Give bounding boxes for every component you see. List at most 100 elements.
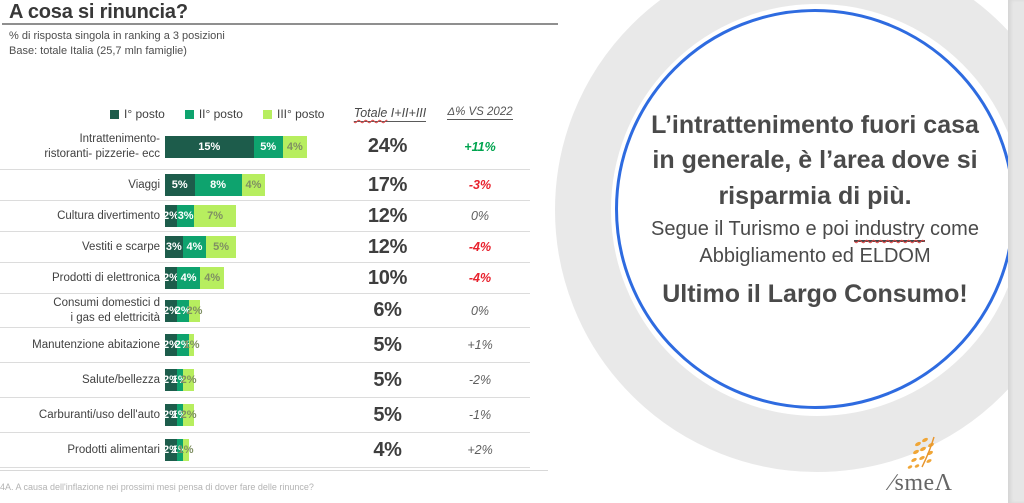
legend-label-second: II° posto	[198, 107, 243, 121]
table-row: Vestiti e scarpe 3% 4% 5% 12% -4%	[0, 232, 530, 263]
bar-segment-value: 1%	[177, 444, 194, 456]
bar-segment-value: 2%	[180, 374, 197, 386]
legend-swatch-second-icon	[184, 109, 194, 119]
row-delta-vs-2022: -4%	[468, 271, 492, 285]
row-delta-vs-2022: -2%	[468, 373, 492, 387]
bar-segment: 2%	[180, 369, 197, 391]
bar-segment: 2%	[175, 334, 191, 356]
bar-segment-value: 2%	[162, 210, 179, 222]
bar-segment-value: 4%	[286, 140, 303, 153]
row-label: Consumi domestici d i gas ed elettricità	[53, 296, 160, 324]
row-label: Viaggi	[128, 178, 160, 191]
row-total: 17%	[367, 173, 408, 196]
bar-segment: 1%	[184, 334, 200, 356]
bar-segment: 4%	[200, 267, 224, 289]
row-total: 10%	[367, 266, 408, 289]
ismea-logo: ∕smeΛ	[882, 434, 982, 496]
bar-segment: 2%	[174, 299, 191, 322]
bar-segment-value: 1%	[183, 339, 200, 351]
row-total: 12%	[367, 235, 408, 258]
legend-label-third: III° posto	[276, 107, 325, 121]
column-header-total: Totale I+II+III	[335, 106, 445, 122]
stacked-bar: 2% 3% 7%	[160, 205, 345, 227]
bar-segment-value: 8%	[210, 179, 227, 191]
table-row: Intrattenimento- ristoranti- pizzerie- e…	[0, 124, 530, 170]
bar-segment: 5%	[165, 174, 195, 196]
row-total: 5%	[373, 333, 402, 356]
row-total: 24%	[367, 135, 408, 157]
callout-body: Segue il Turismo e poi industry come Abb…	[640, 216, 990, 270]
bar-segment: 1%	[178, 439, 194, 461]
bar-segment-value: 4%	[180, 272, 197, 284]
row-label: Manutenzione abitazione	[32, 338, 160, 351]
callout-body-post: come Abbigliamento ed ELDOM	[699, 218, 979, 267]
bar-segment: 4%	[283, 135, 307, 158]
bar-segment-value: 2%	[162, 444, 179, 456]
stacked-bar: 2% 2% 2%	[160, 299, 345, 322]
legend-item-second: II° posto	[184, 107, 243, 121]
legend-swatch-first-icon	[110, 109, 119, 119]
table-row: Prodotti alimentari 2% 1% 1% 4% +2%	[0, 433, 530, 468]
bar-segment-value: 2%	[180, 409, 197, 421]
legend-item-first: I° posto	[110, 107, 165, 121]
bar-segment: 2%	[162, 439, 179, 461]
bar-segment-value: 4%	[186, 241, 203, 253]
footer-divider	[0, 470, 548, 471]
row-delta-vs-2022: 0%	[470, 303, 490, 318]
row-label: Intrattenimento- ristoranti- pizzerie- e…	[44, 132, 160, 160]
callout-emphasis: Ultimo il Largo Consumo!	[662, 280, 968, 308]
callout-headline: L’intrattenimento fuori casa in generale…	[651, 110, 979, 210]
row-delta-vs-2022: +11%	[464, 139, 496, 154]
bar-segment: 15%	[165, 135, 254, 158]
bar-segment: 2%	[187, 299, 202, 322]
bar-segment-value: 2%	[162, 374, 179, 386]
row-label: Vestiti e scarpe	[82, 240, 160, 253]
legend-item-third: III° posto	[262, 107, 325, 121]
column-header-delta-text: Δ% VS 2022	[447, 106, 513, 120]
row-label: Cultura divertimento	[57, 209, 160, 222]
ismea-logo-text: ∕smeΛ	[885, 470, 953, 496]
row-delta-vs-2022: +2%	[467, 443, 493, 457]
bar-segment: 3%	[165, 236, 183, 258]
bar-segment: 4%	[176, 267, 201, 289]
column-header-total-rest: I+II+III	[387, 106, 427, 120]
row-label: Carburanti/uso dell'auto	[38, 408, 160, 421]
table-row: Manutenzione abitazione 2% 2% 1% 5% +1%	[0, 328, 530, 363]
bar-segment-value: 5%	[260, 140, 277, 153]
legend-label-first: I° posto	[124, 107, 165, 121]
bar-segment: 2%	[162, 267, 179, 289]
bar-segment: 2%	[180, 404, 197, 426]
legend-swatch-third-icon	[262, 109, 272, 119]
stacked-bar: 2% 1% 2%	[160, 404, 345, 426]
stacked-bar: 15% 5% 4%	[160, 135, 345, 158]
column-header-total-word: Totale	[353, 106, 388, 120]
title-underline	[2, 23, 558, 25]
bar-segment-value: 3%	[177, 210, 194, 222]
callout-circle: L’intrattenimento fuori casa in generale…	[615, 9, 1015, 409]
ranking-table: Intrattenimento- ristoranti- pizzerie- e…	[0, 124, 530, 468]
bar-segment-value: 2%	[162, 304, 179, 317]
bar-segment-value: 2%	[162, 272, 179, 284]
row-delta-vs-2022: +1%	[467, 338, 493, 352]
row-total: 5%	[373, 403, 402, 426]
subtitle-line2: Base: totale Italia (25,7 mln famiglie)	[9, 45, 187, 57]
bar-segment-value: 7%	[207, 210, 224, 222]
bar-segment-value: 15%	[198, 140, 221, 153]
bar-segment: 2%	[163, 334, 179, 356]
bar-segment: 4%	[182, 236, 207, 258]
footnote: 4A. A causa dell'inflazione nei prossimi…	[0, 482, 314, 492]
bar-segment: 2%	[162, 205, 179, 227]
callout-body-pre: Segue il Turismo e poi	[651, 218, 855, 240]
bar-segment-value: 2%	[162, 409, 179, 421]
callout-body-underlined-word: industry	[854, 218, 925, 242]
bar-segment-value: 2%	[174, 304, 191, 317]
stacked-bar: 2% 1% 1%	[160, 439, 345, 461]
stacked-bar: 5% 8% 4%	[160, 174, 345, 196]
ismea-logo-graphic: ∕smeΛ	[885, 436, 953, 496]
row-label: Salute/bellezza	[82, 373, 160, 386]
bar-segment: 8%	[194, 174, 242, 196]
table-row: Carburanti/uso dell'auto 2% 1% 2% 5% -1%	[0, 398, 530, 433]
row-delta-vs-2022: -1%	[468, 408, 492, 422]
row-label: Prodotti alimentari	[67, 443, 160, 456]
bar-segment-value: 5%	[213, 241, 229, 253]
